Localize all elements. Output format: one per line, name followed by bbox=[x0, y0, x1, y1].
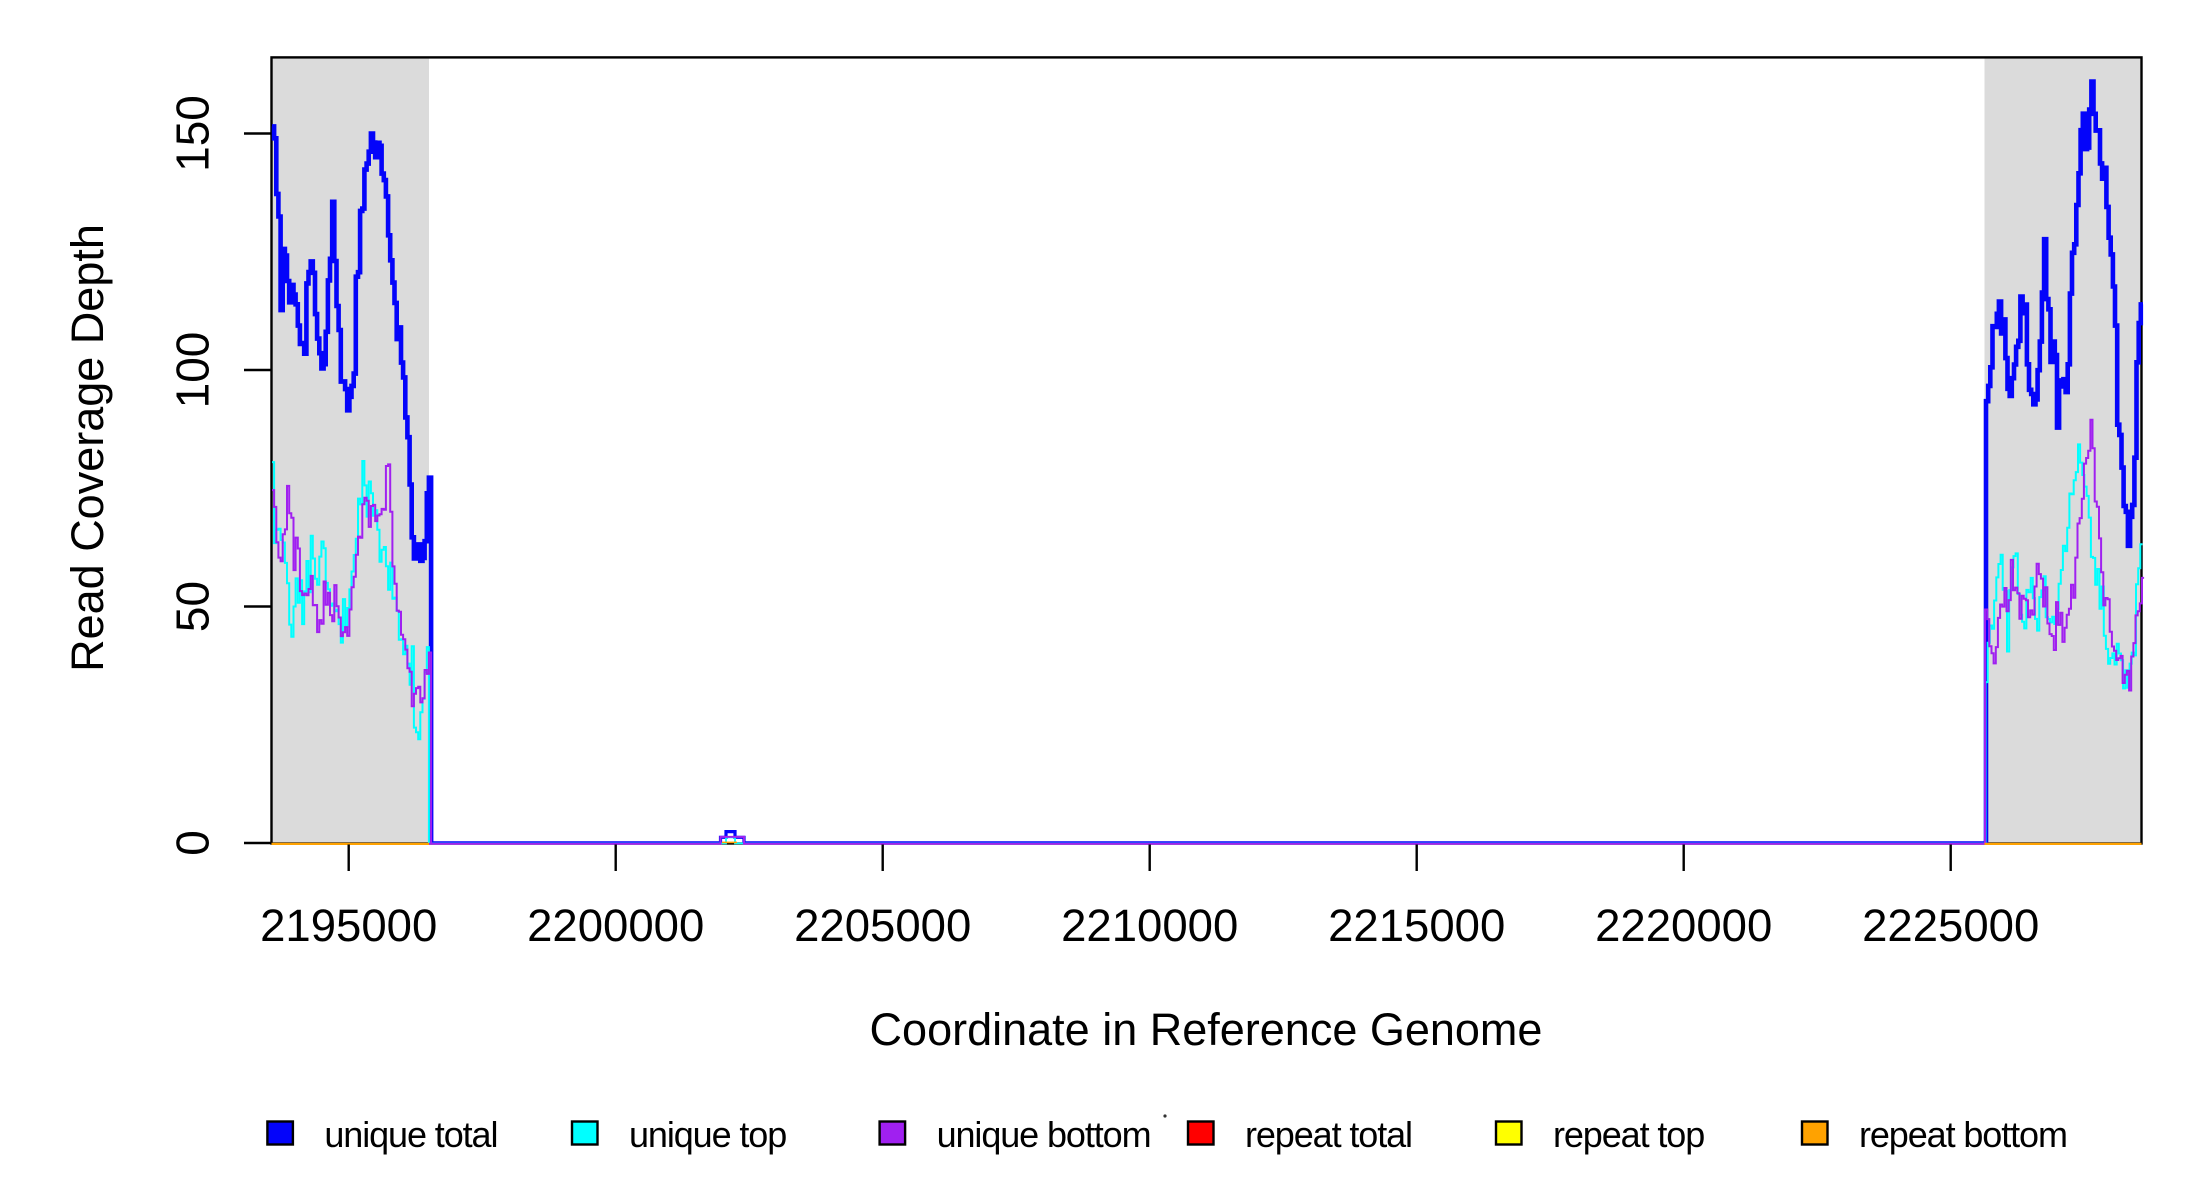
svg-text:Coordinate in Reference Genome: Coordinate in Reference Genome bbox=[870, 1004, 1543, 1055]
svg-text:unique bottom: unique bottom bbox=[937, 1114, 1151, 1155]
svg-text:2195000: 2195000 bbox=[260, 900, 437, 951]
svg-text:2210000: 2210000 bbox=[1061, 900, 1238, 951]
svg-text:repeat top: repeat top bbox=[1553, 1114, 1704, 1155]
svg-text:unique top: unique top bbox=[629, 1114, 786, 1155]
svg-text:unique total: unique total bbox=[324, 1114, 497, 1155]
svg-text:150: 150 bbox=[167, 95, 219, 172]
svg-text:Read Coverage Depth: Read Coverage Depth bbox=[62, 224, 113, 672]
svg-text:0: 0 bbox=[167, 830, 219, 856]
svg-text:2200000: 2200000 bbox=[527, 900, 704, 951]
svg-text:repeat bottom: repeat bottom bbox=[1859, 1114, 2067, 1155]
svg-text:repeat total: repeat total bbox=[1245, 1114, 1412, 1155]
svg-text:2215000: 2215000 bbox=[1328, 900, 1505, 951]
svg-text:100: 100 bbox=[167, 332, 219, 409]
svg-text:2205000: 2205000 bbox=[794, 900, 971, 951]
svg-text:2225000: 2225000 bbox=[1862, 900, 2039, 951]
svg-text:50: 50 bbox=[167, 581, 219, 632]
svg-text:2220000: 2220000 bbox=[1595, 900, 1772, 951]
